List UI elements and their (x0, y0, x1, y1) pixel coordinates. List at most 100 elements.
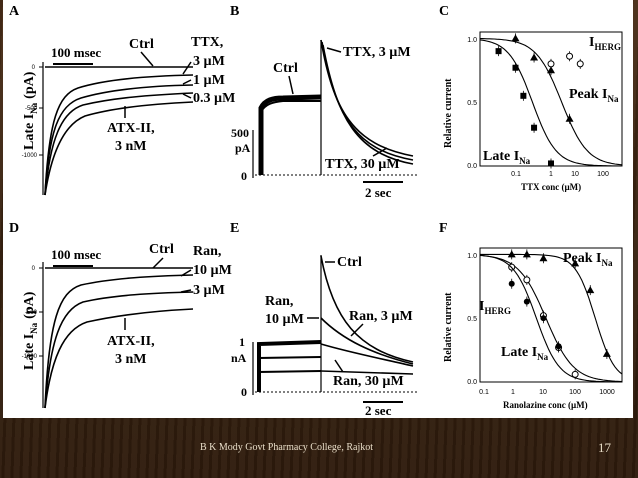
panel-c: C Relative current 1.0 0.5 0.0 0.1 1 10 … (439, 4, 623, 192)
point-f-peak-ina (586, 286, 595, 294)
panel-f-ytick-0: 0.0 (467, 379, 477, 386)
panel-d-atx-conc: 3 nM (115, 352, 147, 367)
panel-a-ctrl-label: Ctrl (129, 37, 154, 52)
panel-d-ran10-label: 10 µM (193, 263, 232, 278)
panel-f-ylabel: Relative current (443, 292, 454, 362)
panel-d-letter: D (9, 221, 19, 236)
panel-b-zero: 0 (241, 169, 247, 183)
panel-d-ytick-0: 0 (32, 266, 36, 272)
curve-f-peak-ina (480, 253, 623, 375)
panel-d-ylabel: Late INa(pA) (22, 291, 39, 370)
point-f-peak-ina (522, 250, 531, 258)
point-f-peak-ina (571, 259, 580, 267)
panel-b-ttx3-label: TTX, 3 µM (343, 45, 411, 60)
point-f-peak-ina (539, 254, 548, 262)
point-c-late-ina (520, 92, 527, 99)
panel-f-xtick-0: 0.1 (479, 389, 489, 396)
panel-c-xtick-2: 10 (571, 171, 579, 178)
panel-c-peak-label: Peak INa (569, 87, 619, 104)
panel-c-ytick-2: 1.0 (467, 37, 477, 44)
point-c-peak-ina (530, 53, 539, 61)
panel-f-xtick-3: 100 (569, 389, 581, 396)
panel-f-ytick-2: 1.0 (467, 253, 477, 260)
point-c-late-ina (531, 124, 538, 131)
panel-f-xlabel: Ranolazine conc (µM) (503, 400, 588, 410)
panel-d-ran3-label: 3 µM (193, 283, 225, 298)
point-c-peak-ina (511, 34, 520, 42)
panel-f-iherg-label: IHERG (479, 299, 511, 316)
panel-c-late-label: Late INa (483, 149, 531, 166)
panel-a-ylabel: Late INa(pA) (22, 71, 39, 150)
panel-e-letter: E (230, 221, 239, 236)
panel-e: E 1 nA 0 Ctrl Ran, 10 µM Ran, 3 µM Ran, … (230, 221, 418, 418)
panel-b-ttx30-label: TTX, 30 µM (325, 157, 400, 172)
point-c-iherg (576, 60, 584, 68)
panel-a-ttx-label: TTX, (191, 35, 223, 50)
panel-f-peak-label: Peak INa (563, 251, 613, 268)
panel-a-ttx1-label: 1 µM (193, 73, 225, 88)
panel-e-ctrl-label: Ctrl (337, 255, 362, 270)
panel-f-letter: F (439, 221, 448, 236)
panel-a-letter: A (9, 4, 20, 19)
point-c-late-ina (495, 48, 502, 55)
point-f-late-ina (508, 280, 515, 287)
panel-f-plot (479, 249, 623, 383)
panel-a-ttx3-label: 3 µM (193, 54, 225, 69)
panel-c-xtick-3: 100 (597, 171, 609, 178)
point-c-late-ina (512, 64, 519, 71)
panel-c-ytick-0: 0.0 (467, 163, 477, 170)
curve-c-peak-ina (480, 38, 623, 166)
panel-e-yscale: 1 (239, 335, 245, 349)
point-f-late-ina (540, 315, 547, 322)
panel-c-xtick-0: 0.1 (511, 171, 521, 178)
panel-b-timebar: 2 sec (365, 185, 392, 200)
panel-c-plot (479, 33, 623, 169)
panel-b-yunit: pA (235, 141, 251, 155)
panel-d-scalebar-label: 100 msec (51, 247, 101, 262)
panel-a-ytick-0: 0 (32, 65, 36, 71)
curve-c-late-ina (479, 39, 622, 167)
point-c-peak-ina (565, 114, 574, 122)
panel-c-ylabel: Relative current (443, 78, 454, 148)
panel-a-ttx03-label: 0.3 µM (193, 91, 235, 106)
point-f-late-ina (523, 298, 530, 305)
panel-a-ytick-1: -500 (25, 106, 38, 112)
panel-e-ran30-label: Ran, 30 µM (333, 374, 404, 389)
panel-e-ran10b-label: 10 µM (265, 312, 304, 327)
panel-e-ran3-label: Ran, 3 µM (349, 309, 413, 324)
panel-c-iherg-label: IHERG (589, 35, 621, 52)
point-f-peak-ina (602, 349, 611, 357)
point-f-peak-ina (507, 250, 516, 258)
point-c-peak-ina (547, 66, 555, 74)
panel-b-yscale: 500 (231, 126, 249, 140)
panel-a-ytick-2: -1000 (22, 153, 38, 159)
panel-a-scalebar-label: 100 msec (51, 45, 101, 60)
point-c-iherg (566, 52, 574, 60)
panel-a-atx-label: ATX-II, (107, 121, 155, 136)
panel-d-ctrl-label: Ctrl (149, 242, 174, 257)
curve-f-iherg (479, 254, 623, 383)
point-c-iherg (547, 60, 555, 68)
panel-d-ran-label: Ran, (193, 244, 221, 259)
panel-f-late-label: Late INa (501, 345, 549, 362)
panel-b: B 500 pA 0 TTX, 3 µM Ctrl TTX, 30 µM 2 s… (230, 4, 418, 200)
panel-b-ctrl-label: Ctrl (273, 61, 298, 76)
point-c-late-ina (548, 160, 554, 167)
figure-image: A Late INa(pA) 0 -500 -1000 100 msec Ctr… (3, 0, 633, 418)
panel-f-xtick-2: 10 (539, 389, 547, 396)
panel-f-ytick-1: 0.5 (467, 316, 477, 323)
figure-svg: A Late INa(pA) 0 -500 -1000 100 msec Ctr… (9, 4, 623, 418)
panel-d-ytick-2: -1000 (22, 354, 38, 360)
panel-a-atx-conc: 3 nM (115, 139, 147, 154)
panel-c-letter: C (439, 4, 449, 19)
panel-c-xlabel: TTX conc (µM) (521, 182, 581, 192)
panel-d: D Late INa(pA) 0 -500 -1000 100 msec Ctr… (9, 221, 232, 409)
panel-c-xtick-1: 1 (549, 171, 553, 178)
panel-a: A Late INa(pA) 0 -500 -1000 100 msec Ctr… (9, 4, 235, 196)
panel-f-xtick-1: 1 (511, 389, 515, 396)
panel-e-timebar: 2 sec (365, 403, 392, 418)
panel-e-zero: 0 (241, 385, 247, 399)
panel-e-ran10a-label: Ran, (265, 294, 293, 309)
panel-d-atx-label: ATX-II, (107, 334, 155, 349)
panel-d-ytick-1: -500 (25, 310, 38, 316)
